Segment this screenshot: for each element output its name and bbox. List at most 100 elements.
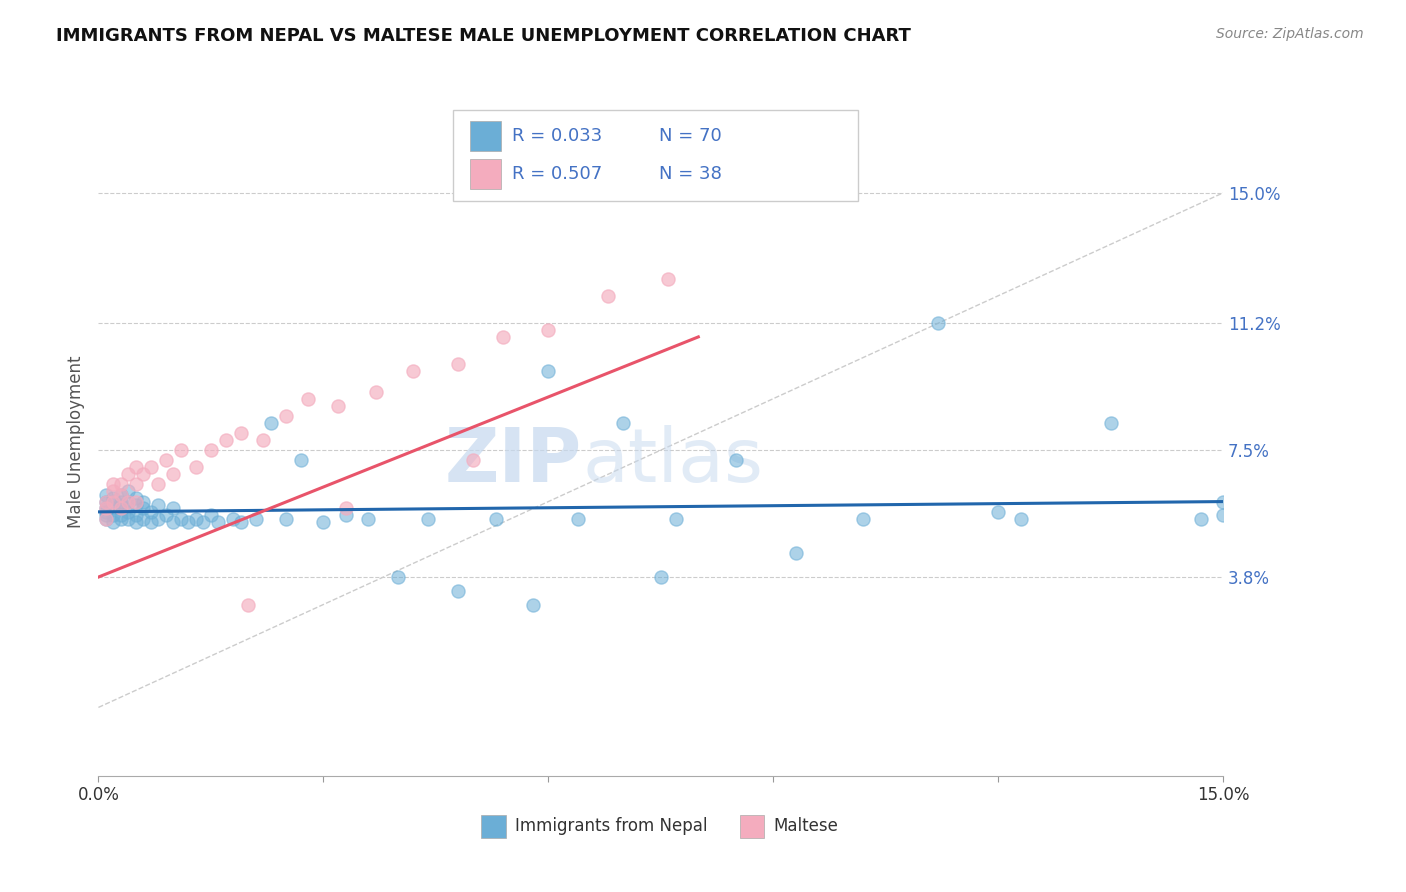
Point — [222, 512, 245, 526]
Point — [447, 357, 470, 371]
FancyBboxPatch shape — [481, 814, 506, 838]
Point — [125, 491, 148, 505]
Text: R = 0.507: R = 0.507 — [512, 165, 603, 183]
Point — [537, 323, 560, 337]
Point — [110, 501, 132, 516]
Point — [650, 570, 672, 584]
Point — [1099, 416, 1122, 430]
Point — [297, 392, 319, 406]
Point — [463, 453, 485, 467]
Text: Maltese: Maltese — [773, 817, 838, 835]
Point — [117, 467, 139, 482]
Point — [103, 484, 125, 499]
FancyBboxPatch shape — [470, 120, 501, 151]
Text: N = 38: N = 38 — [658, 165, 721, 183]
Point — [387, 570, 409, 584]
Y-axis label: Male Unemployment: Male Unemployment — [66, 355, 84, 528]
Point — [110, 477, 132, 491]
Point — [927, 316, 949, 330]
Point — [402, 364, 425, 378]
Point — [117, 484, 139, 499]
Point — [125, 498, 148, 512]
Point — [447, 583, 470, 598]
Point — [117, 505, 139, 519]
Point — [110, 494, 132, 508]
Point — [229, 515, 252, 529]
Point — [110, 488, 132, 502]
Point — [148, 512, 170, 526]
Point — [132, 494, 155, 508]
Point — [657, 271, 679, 285]
Point — [125, 477, 148, 491]
Point — [125, 508, 148, 523]
Point — [1212, 508, 1234, 523]
Point — [132, 467, 155, 482]
Point — [117, 494, 139, 508]
Point — [110, 501, 132, 516]
Point — [215, 433, 238, 447]
Point — [170, 443, 193, 458]
Point — [110, 512, 132, 526]
Point — [125, 460, 148, 475]
Point — [94, 501, 117, 516]
Point — [335, 508, 357, 523]
Point — [139, 505, 162, 519]
Point — [193, 515, 215, 529]
Point — [103, 494, 125, 508]
Text: R = 0.033: R = 0.033 — [512, 127, 603, 145]
Point — [418, 512, 440, 526]
Point — [335, 501, 357, 516]
Point — [1189, 512, 1212, 526]
Point — [184, 460, 207, 475]
Point — [184, 512, 207, 526]
Point — [238, 598, 260, 612]
Point — [117, 494, 139, 508]
Point — [200, 508, 222, 523]
Point — [274, 409, 297, 423]
Point — [364, 384, 387, 399]
Point — [567, 512, 589, 526]
FancyBboxPatch shape — [740, 814, 765, 838]
Point — [274, 512, 297, 526]
Point — [485, 512, 508, 526]
Text: ZIP: ZIP — [444, 425, 582, 498]
Point — [125, 494, 148, 508]
Point — [94, 505, 117, 519]
Point — [207, 515, 229, 529]
Point — [170, 512, 193, 526]
Point — [125, 515, 148, 529]
Text: atlas: atlas — [582, 425, 763, 498]
Point — [94, 508, 117, 523]
Point — [94, 512, 117, 526]
Point — [94, 494, 117, 508]
Point — [522, 598, 544, 612]
Point — [103, 515, 125, 529]
Text: Source: ZipAtlas.com: Source: ZipAtlas.com — [1216, 27, 1364, 41]
Point — [1010, 512, 1032, 526]
Point — [260, 416, 283, 430]
Point — [852, 512, 875, 526]
Point — [139, 515, 162, 529]
Point — [139, 460, 162, 475]
Point — [665, 512, 688, 526]
Point — [155, 453, 177, 467]
Point — [103, 494, 125, 508]
Point — [94, 501, 117, 516]
Point — [162, 467, 184, 482]
Point — [1212, 494, 1234, 508]
Point — [785, 546, 807, 560]
Point — [598, 289, 620, 303]
Point — [724, 453, 747, 467]
Point — [117, 512, 139, 526]
Point — [132, 512, 155, 526]
Point — [155, 508, 177, 523]
Point — [245, 512, 267, 526]
Point — [177, 515, 200, 529]
FancyBboxPatch shape — [453, 111, 858, 201]
Text: IMMIGRANTS FROM NEPAL VS MALTESE MALE UNEMPLOYMENT CORRELATION CHART: IMMIGRANTS FROM NEPAL VS MALTESE MALE UN… — [56, 27, 911, 45]
Text: N = 70: N = 70 — [658, 127, 721, 145]
Point — [492, 330, 515, 344]
Point — [94, 488, 117, 502]
Point — [200, 443, 222, 458]
Text: Immigrants from Nepal: Immigrants from Nepal — [515, 817, 707, 835]
